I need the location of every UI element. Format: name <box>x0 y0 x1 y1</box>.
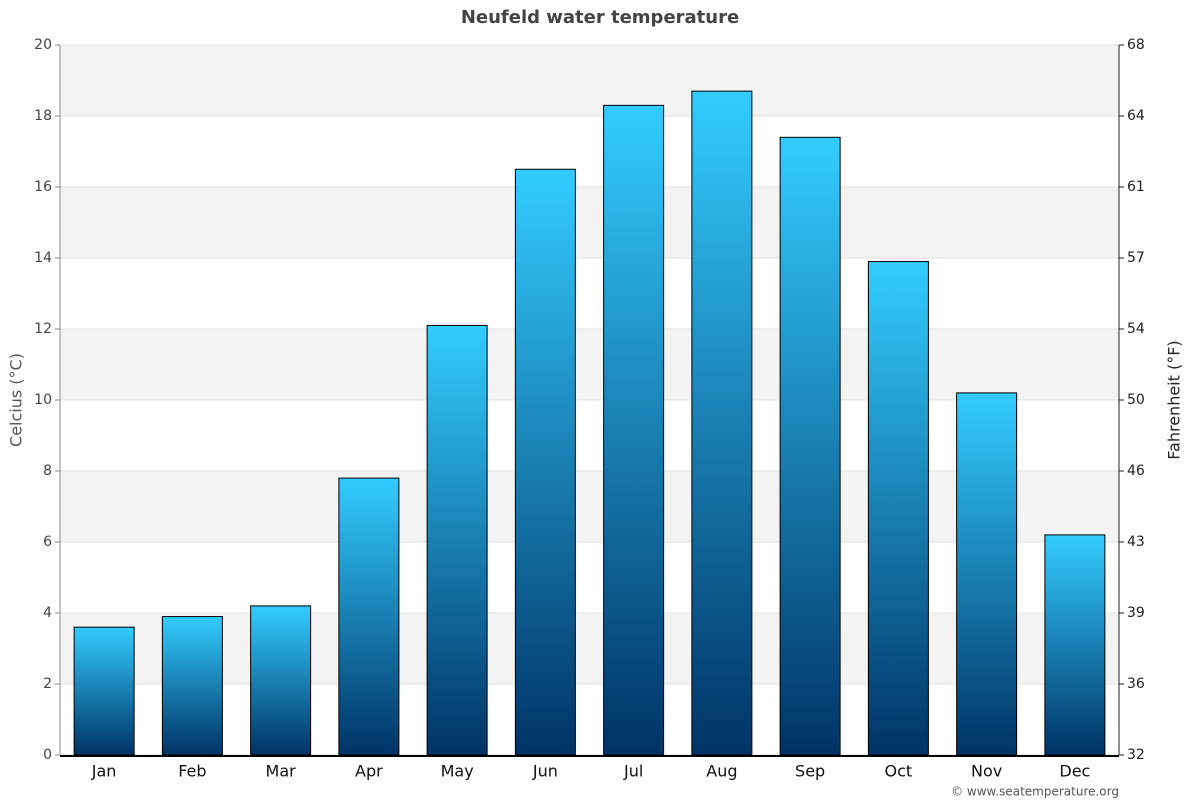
grid-band <box>60 187 1119 258</box>
y2-tick-label: 57 <box>1127 250 1145 266</box>
y-tick-label: 0 <box>43 747 52 763</box>
y-tick-label: 4 <box>43 605 52 621</box>
y-tick-label: 10 <box>34 392 52 408</box>
bar <box>514 168 576 756</box>
x-tick-label: Aug <box>706 762 737 781</box>
bar <box>956 392 1018 756</box>
x-tick-label: Oct <box>885 762 913 781</box>
grid-band <box>60 613 1119 684</box>
grid-band <box>60 329 1119 400</box>
grid-band <box>60 471 1119 542</box>
bar <box>250 605 312 756</box>
x-tick-label: Apr <box>355 762 383 781</box>
x-tick-label: Jun <box>532 762 558 781</box>
y2-tick-label: 32 <box>1127 747 1145 763</box>
y2-tick-label: 54 <box>1127 321 1145 337</box>
y-tick-label: 6 <box>43 534 52 550</box>
x-tick-label: Jan <box>91 762 117 781</box>
bar <box>603 104 665 756</box>
bar <box>338 477 400 756</box>
y-tick-label: 8 <box>43 463 52 479</box>
x-tick-label: Sep <box>795 762 825 781</box>
grid-band <box>60 45 1119 116</box>
y-tick-label: 12 <box>34 321 52 337</box>
y-tick-label: 20 <box>34 37 52 53</box>
y-tick-label: 2 <box>43 676 52 692</box>
y2-tick-label: 61 <box>1127 179 1145 195</box>
y2-tick-label: 50 <box>1127 392 1145 408</box>
y-tick-label: 14 <box>34 250 52 266</box>
y2-tick-label: 39 <box>1127 605 1145 621</box>
bar <box>779 136 841 756</box>
chart-title: Neufeld water temperature <box>461 7 739 28</box>
y2-tick-label: 43 <box>1127 534 1145 550</box>
x-tick-label: Mar <box>266 762 297 781</box>
y2-tick-label: 68 <box>1127 37 1145 53</box>
bar <box>691 90 753 756</box>
y-tick-label: 18 <box>34 108 52 124</box>
x-tick-label: Nov <box>971 762 1002 781</box>
x-tick-label: May <box>441 762 474 781</box>
bar <box>1044 534 1106 756</box>
plot-background <box>60 44 1119 756</box>
x-tick-label: Feb <box>178 762 206 781</box>
y2-tick-label: 46 <box>1127 463 1145 479</box>
bar <box>867 261 929 756</box>
y2-tick-label: 64 <box>1127 108 1145 124</box>
bar <box>73 626 135 756</box>
y2-axis-label: Fahrenheit (°F) <box>1165 340 1184 459</box>
source-credit: © www.seatemperature.org <box>951 785 1119 799</box>
bar <box>426 324 488 756</box>
bar <box>161 616 223 756</box>
y-tick-label: 16 <box>34 179 52 195</box>
x-tick-label: Dec <box>1059 762 1090 781</box>
y2-tick-label: 36 <box>1127 676 1145 692</box>
y-axis-label: Celcius (°C) <box>7 353 26 447</box>
x-tick-label: Jul <box>623 762 643 781</box>
